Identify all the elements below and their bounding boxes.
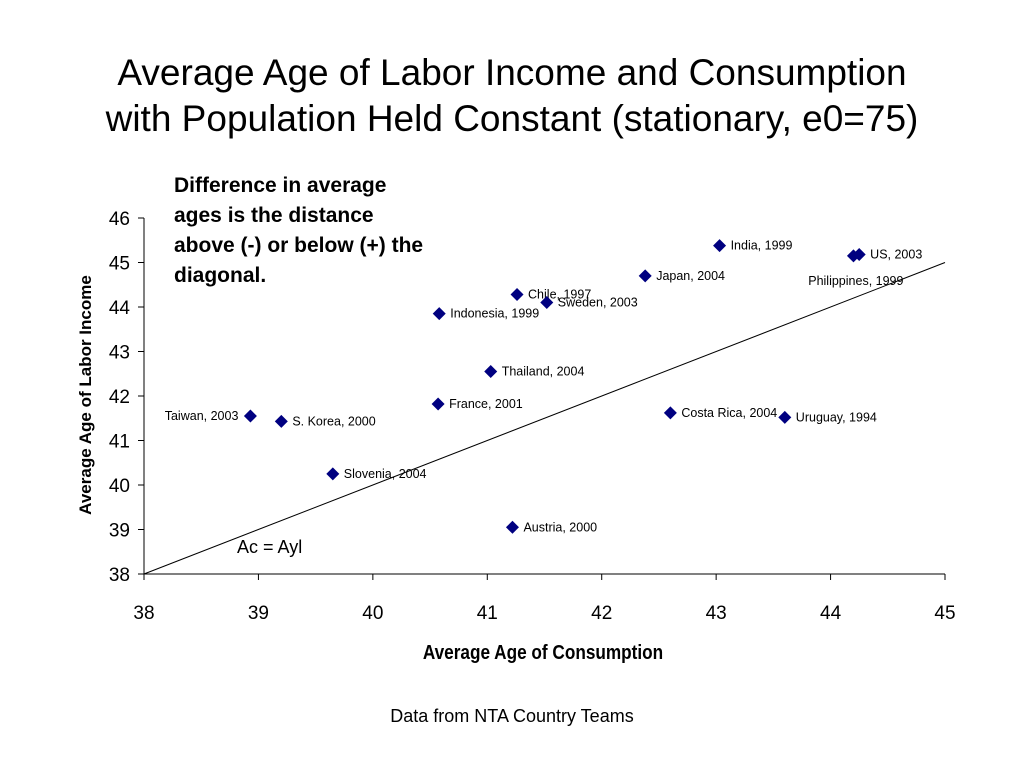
y-tick-label: 42 bbox=[109, 387, 130, 408]
y-tick-label: 46 bbox=[109, 209, 130, 230]
annotation-line-2: ages is the distance bbox=[174, 204, 374, 227]
data-point-label: Austria, 2000 bbox=[523, 520, 597, 534]
data-point-label: Philippines, 1999 bbox=[808, 274, 903, 288]
axes: 38 39 40 41 42 43 44 45 46 38 39 40 41 42 43 44 45 bbox=[109, 209, 956, 624]
x-tick-label: 40 bbox=[362, 603, 383, 624]
x-tick-label: 44 bbox=[820, 603, 842, 624]
y-tick-label: 40 bbox=[109, 476, 130, 497]
data-point-label: India, 1999 bbox=[731, 239, 793, 253]
annotation-line-4: diagonal. bbox=[174, 264, 267, 287]
data-point-label: Thailand, 2004 bbox=[502, 365, 585, 379]
y-tick-label: 39 bbox=[109, 521, 130, 542]
data-point-marker bbox=[484, 365, 498, 379]
data-point-marker bbox=[243, 409, 257, 423]
x-tick-label: 42 bbox=[591, 603, 612, 624]
annotation-note: Difference in average ages is the distan… bbox=[174, 171, 504, 291]
data-point-marker bbox=[713, 239, 727, 253]
data-point-label: Indonesia, 1999 bbox=[450, 307, 539, 321]
data-points: India, 1999 US, 2003 Philippines, 1999 Japa… bbox=[165, 239, 923, 535]
slide-title: Average Age of Labor Income and Consumpt… bbox=[0, 50, 1024, 142]
title-line-2: with Population Held Constant (stationar… bbox=[105, 98, 919, 139]
y-tick-label: 38 bbox=[109, 565, 130, 586]
x-tick-label: 43 bbox=[706, 603, 727, 624]
data-point-label: France, 2001 bbox=[449, 397, 523, 411]
data-point-marker bbox=[505, 520, 519, 534]
x-tick-label: 38 bbox=[133, 603, 154, 624]
data-point-marker bbox=[663, 406, 677, 420]
data-point-marker bbox=[846, 249, 860, 263]
data-point-marker bbox=[431, 397, 445, 411]
x-axis-title: Average Age of Consumption bbox=[423, 641, 663, 664]
diagonal-label: Ac = Ayl bbox=[237, 537, 302, 557]
diagonal-reference-line bbox=[143, 262, 946, 575]
x-tick-label: 45 bbox=[934, 603, 955, 624]
data-point-label: Chile, 1997 bbox=[528, 288, 591, 302]
data-point-label: Uruguay, 1994 bbox=[796, 410, 877, 424]
annotation-line-1: Difference in average bbox=[174, 174, 387, 197]
data-point-label: Japan, 2004 bbox=[656, 269, 725, 283]
annotation-line-3: above (-) or below (+) the bbox=[174, 234, 424, 257]
y-tick-label: 44 bbox=[109, 298, 131, 319]
data-point-label: Costa Rica, 2004 bbox=[681, 406, 777, 420]
y-tick-label: 45 bbox=[109, 254, 130, 275]
y-axis-title: Average Age of Labor Income bbox=[76, 275, 95, 515]
data-point-marker bbox=[432, 307, 446, 321]
data-point-marker bbox=[274, 414, 288, 428]
data-point-label: S. Korea, 2000 bbox=[292, 414, 375, 428]
x-tick-label: 39 bbox=[248, 603, 269, 624]
data-point-marker bbox=[638, 269, 652, 283]
x-tick-label: 41 bbox=[477, 603, 498, 624]
y-tick-label: 43 bbox=[109, 343, 130, 364]
data-point-marker bbox=[326, 467, 340, 481]
data-point-marker bbox=[510, 288, 524, 302]
data-point-label: US, 2003 bbox=[870, 247, 922, 261]
title-line-1: Average Age of Labor Income and Consumpt… bbox=[117, 52, 907, 93]
data-point-label: Taiwan, 2003 bbox=[165, 409, 239, 423]
data-point-marker bbox=[778, 410, 792, 424]
data-point-marker bbox=[540, 296, 554, 310]
data-source-note: Data from NTA Country Teams bbox=[390, 706, 634, 726]
data-point-label: Sweden, 2003 bbox=[558, 296, 638, 310]
y-tick-label: 41 bbox=[109, 432, 130, 453]
data-point-label: Slovenia, 2004 bbox=[344, 467, 427, 481]
